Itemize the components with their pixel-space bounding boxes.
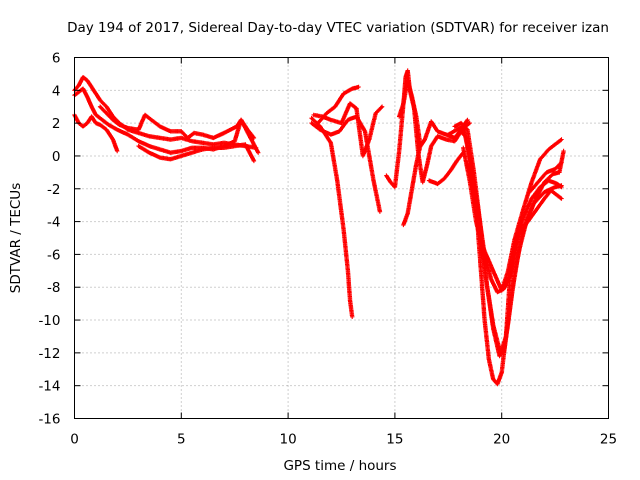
data-point-markers bbox=[136, 142, 257, 164]
data-series-arc-12 bbox=[401, 137, 427, 228]
data-series-arc-5 bbox=[136, 142, 257, 164]
grid-lines bbox=[74, 57, 609, 419]
x-axis-label: GPS time / hours bbox=[283, 458, 396, 474]
y-tick-label: 4 bbox=[52, 83, 61, 99]
data-point-markers bbox=[309, 116, 355, 319]
data-series-arc-8 bbox=[311, 101, 385, 159]
x-tick-label: 15 bbox=[386, 432, 403, 448]
y-tick-label: 2 bbox=[52, 116, 61, 132]
data-series-arc-11 bbox=[397, 68, 472, 185]
axis-ticks: 0 5 10 15 20 25 -16 -14 -12 -10 -8 -6 -4 -2 0 2 4 6 bbox=[38, 51, 617, 448]
y-axis-label: SDTVAR / TECUs bbox=[8, 183, 24, 293]
y-tick-label: -14 bbox=[38, 379, 60, 395]
x-tick-label: 0 bbox=[70, 432, 79, 448]
y-tick-label: -4 bbox=[47, 215, 60, 231]
data-point-markers bbox=[311, 101, 385, 159]
data-series-arc-18 bbox=[465, 162, 564, 356]
y-tick-label: -8 bbox=[47, 280, 60, 296]
data-point-markers bbox=[397, 68, 472, 185]
data-point-markers bbox=[315, 84, 361, 126]
data-series-arc-9 bbox=[315, 84, 361, 126]
data-point-markers bbox=[72, 75, 259, 150]
x-tick-label: 5 bbox=[177, 432, 186, 448]
x-tick-label: 10 bbox=[280, 432, 297, 448]
data-point-markers bbox=[97, 104, 257, 141]
y-tick-label: 0 bbox=[52, 149, 61, 165]
y-tick-label: -2 bbox=[47, 182, 60, 198]
data-series-arc-1 bbox=[72, 75, 259, 150]
data-series-arc-4 bbox=[97, 104, 257, 141]
data-series-arc-19 bbox=[527, 160, 564, 195]
x-tick-label: 20 bbox=[493, 432, 510, 448]
data-point-markers bbox=[401, 137, 427, 228]
data-point-markers bbox=[465, 162, 564, 356]
plot-frame bbox=[74, 57, 609, 419]
data-point-markers bbox=[426, 150, 466, 187]
y-tick-label: -10 bbox=[38, 313, 60, 329]
data-series-arc-13 bbox=[426, 150, 466, 187]
y-tick-label: -16 bbox=[38, 412, 60, 428]
y-tick-label: 6 bbox=[52, 51, 61, 67]
y-tick-label: -6 bbox=[47, 247, 60, 263]
data-point-markers bbox=[527, 160, 564, 195]
x-tick-label: 25 bbox=[600, 432, 617, 448]
y-tick-label: -12 bbox=[38, 346, 60, 362]
data-series-arc-6 bbox=[309, 116, 355, 319]
chart-title: Day 194 of 2017, Sidereal Day-to-day VTE… bbox=[67, 20, 609, 36]
data-marks bbox=[72, 68, 566, 387]
